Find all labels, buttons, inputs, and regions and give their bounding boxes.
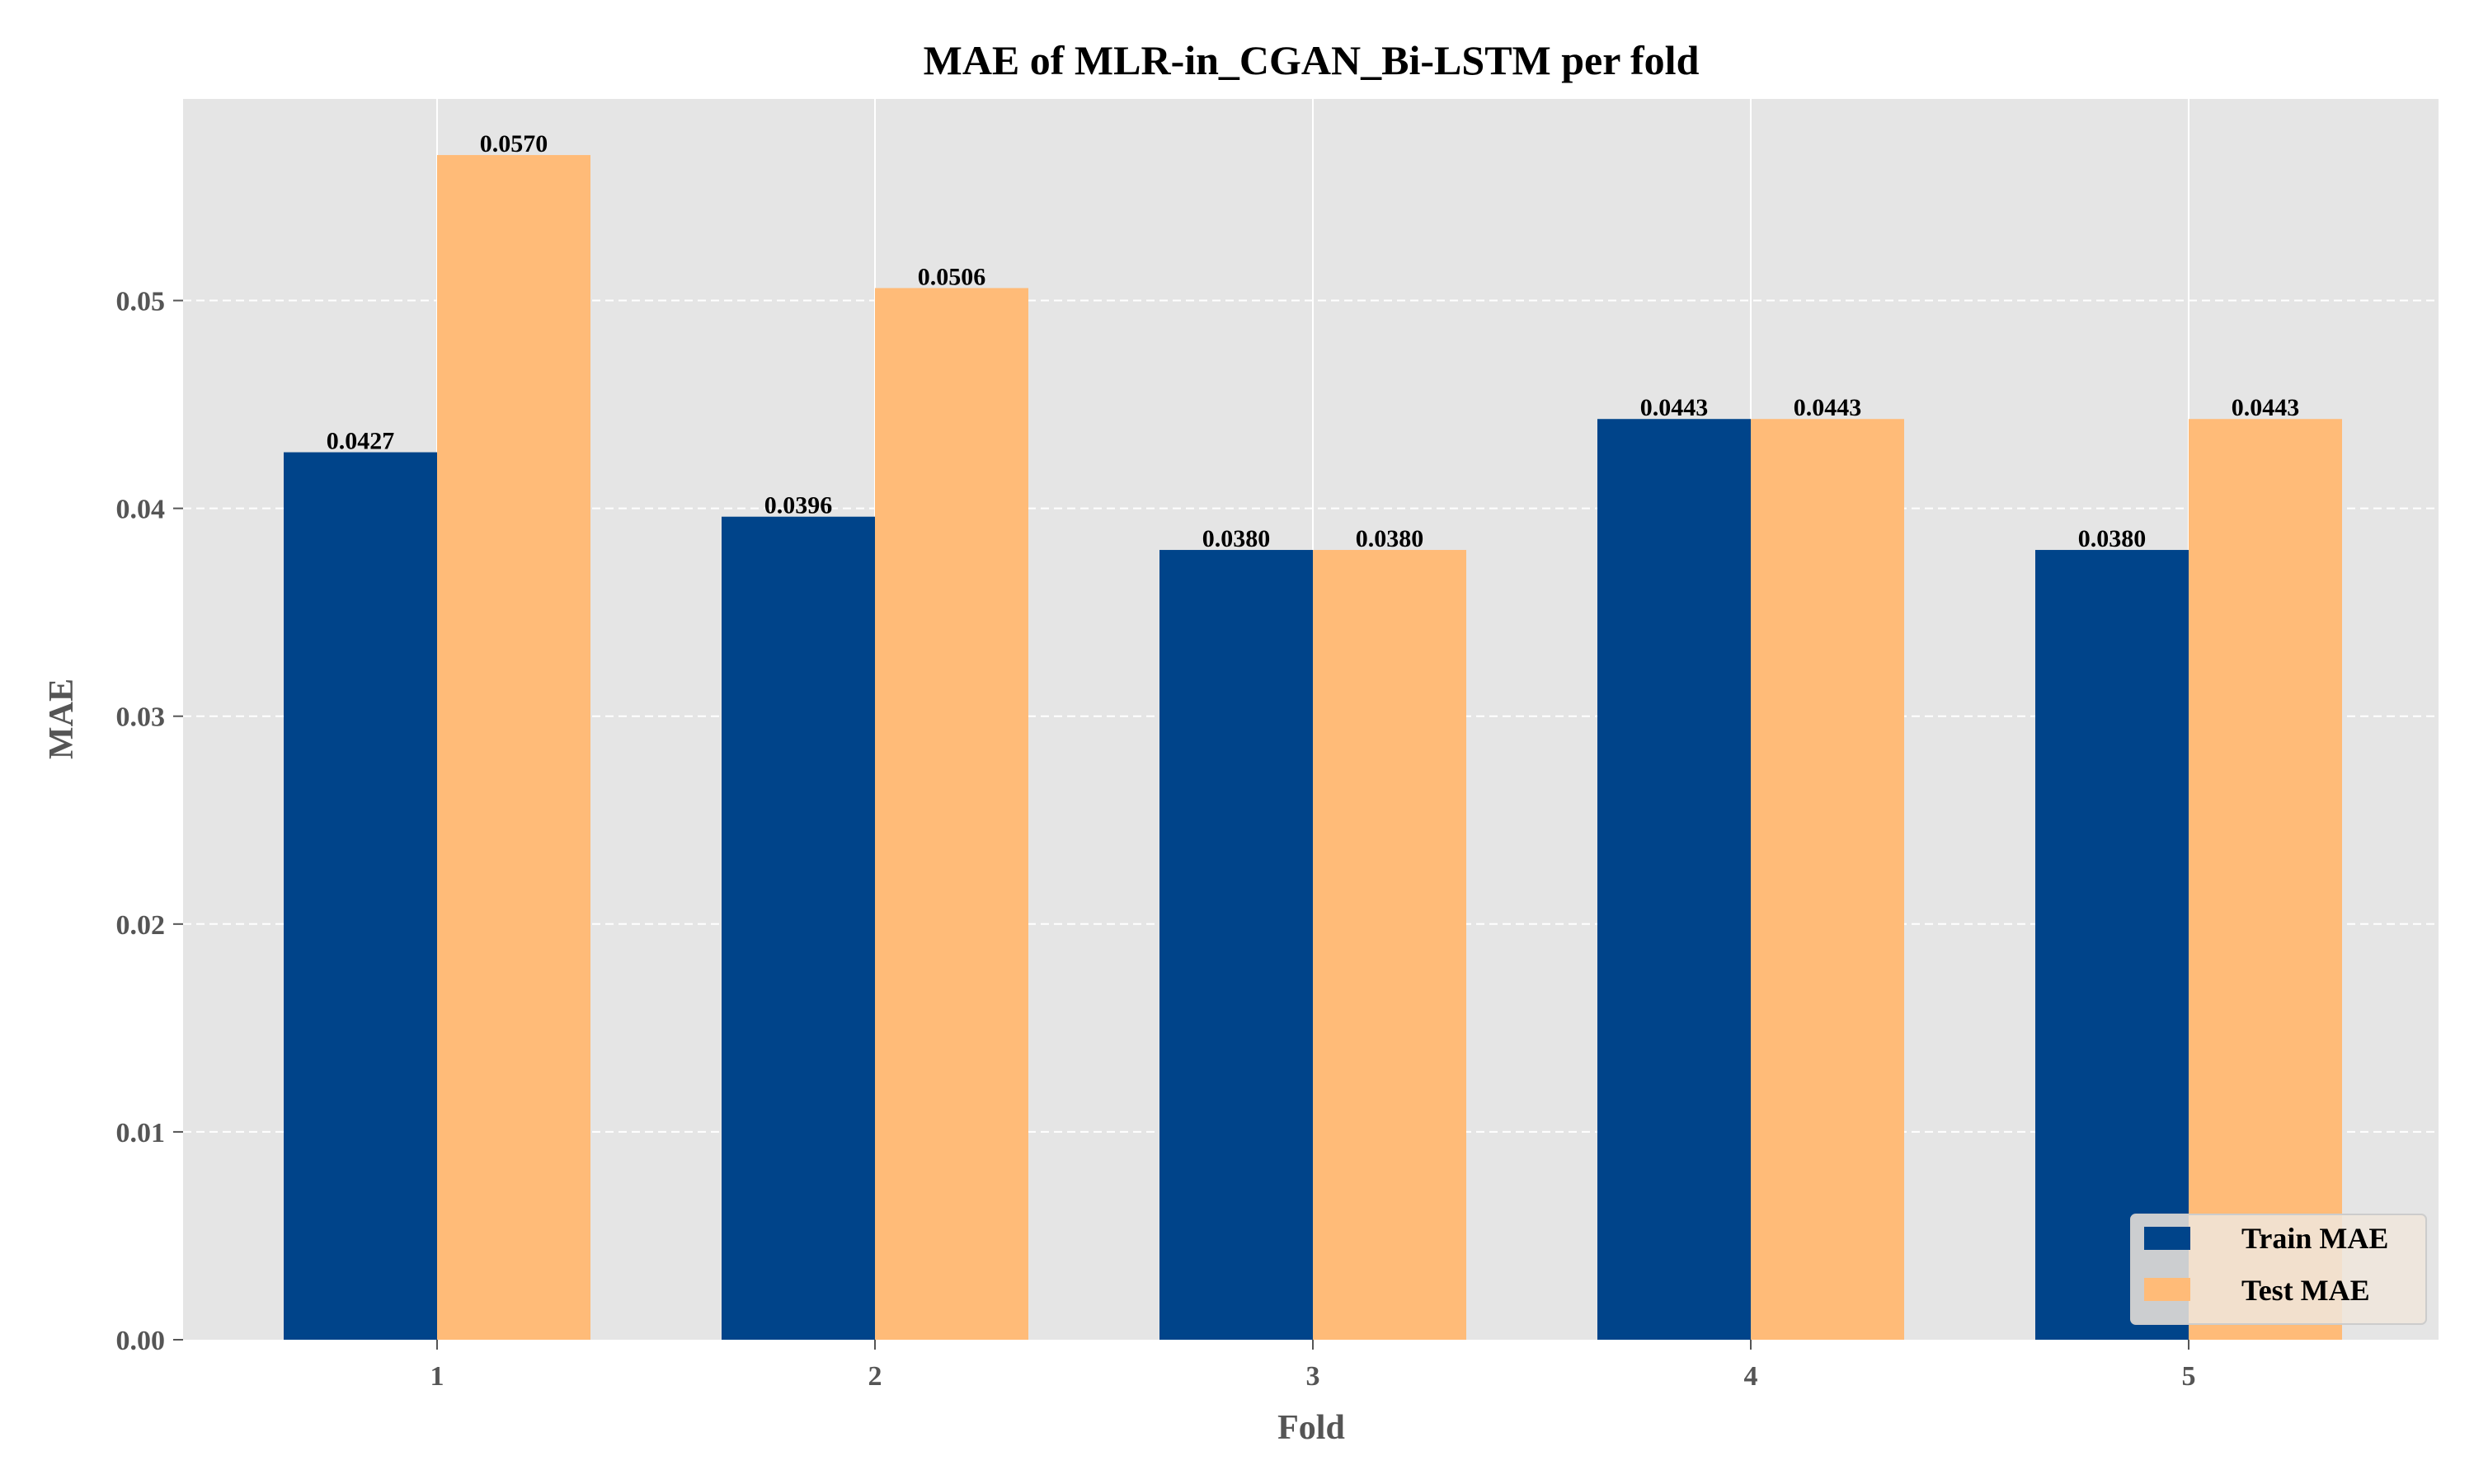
y-tick-label: 0.05 <box>116 287 166 317</box>
test-bar-fold-5 <box>2189 419 2342 1340</box>
value-labels: 0.0427 0.0396 0.0380 0.0443 0.0380 0.0570 0.05… <box>327 130 2300 552</box>
bars <box>284 155 2342 1341</box>
legend-swatch-test <box>2144 1278 2190 1301</box>
test-bar-fold-4 <box>1751 419 1904 1340</box>
test-value-label-fold-5: 0.0443 <box>2232 394 2300 421</box>
x-tick-label: 4 <box>1744 1361 1758 1392</box>
train-bar-fold-1 <box>284 452 437 1340</box>
test-value-label-fold-1: 0.0570 <box>480 130 548 157</box>
axis-ticks: 0.00 0.01 0.02 0.03 0.04 0.05 1 2 3 4 5 <box>116 287 2196 1392</box>
x-axis-label: Fold <box>1277 1409 1345 1447</box>
test-value-label-fold-2: 0.0506 <box>918 263 986 290</box>
train-bar-fold-4 <box>1597 419 1751 1340</box>
train-bar-fold-3 <box>1159 550 1313 1340</box>
y-tick-label: 0.02 <box>116 910 166 941</box>
train-value-label-fold-5: 0.0380 <box>2078 525 2147 552</box>
x-tick-label: 3 <box>1306 1361 1320 1392</box>
train-bar-fold-5 <box>2035 550 2189 1340</box>
y-tick-label: 0.01 <box>116 1118 166 1148</box>
legend-box <box>2130 1214 2427 1325</box>
y-tick-label: 0.03 <box>116 702 166 733</box>
chart-title: MAE of MLR-in_CGAN_Bi-LSTM per fold <box>924 37 1700 83</box>
train-value-label-fold-2: 0.0396 <box>764 492 833 519</box>
y-tick-label: 0.04 <box>116 495 166 525</box>
train-value-label-fold-4: 0.0443 <box>1640 394 1709 421</box>
test-value-label-fold-3: 0.0380 <box>1356 525 1424 552</box>
test-bar-fold-2 <box>875 288 1028 1340</box>
legend-label-test: Test MAE <box>2241 1274 2370 1307</box>
y-tick-label: 0.00 <box>116 1326 166 1356</box>
train-value-label-fold-3: 0.0380 <box>1202 525 1271 552</box>
train-value-label-fold-1: 0.0427 <box>327 428 395 455</box>
x-tick-label: 2 <box>868 1361 882 1392</box>
x-tick-label: 1 <box>430 1361 444 1392</box>
y-axis-label: MAE <box>43 679 81 759</box>
legend-swatch-train <box>2144 1227 2190 1250</box>
legend: Train MAE Test MAE <box>2130 1214 2427 1325</box>
test-bar-fold-3 <box>1313 550 1466 1340</box>
test-value-label-fold-4: 0.0443 <box>1794 394 1862 421</box>
x-tick-label: 5 <box>2182 1361 2196 1392</box>
legend-label-train: Train MAE <box>2241 1222 2388 1255</box>
train-bar-fold-2 <box>722 516 875 1340</box>
test-bar-fold-1 <box>437 155 590 1341</box>
